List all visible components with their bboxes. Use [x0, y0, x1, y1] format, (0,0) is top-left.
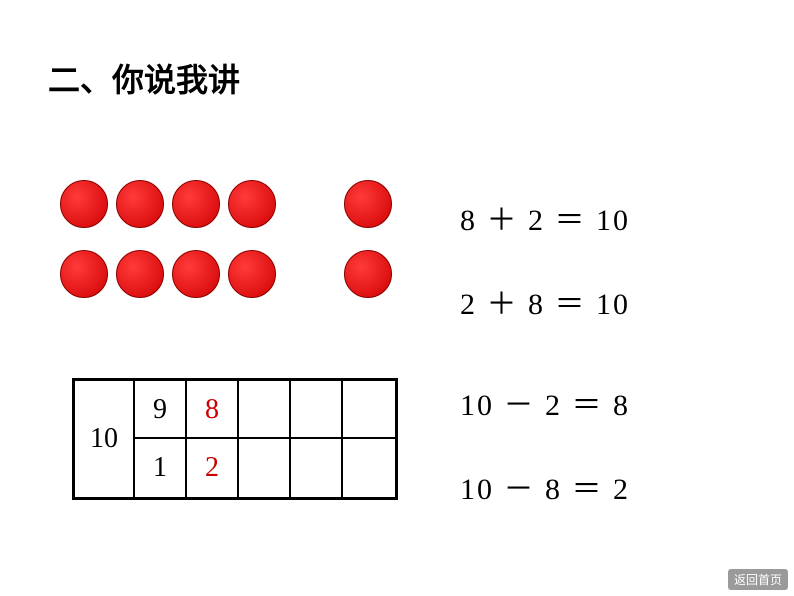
- table-cell: 2: [187, 439, 239, 497]
- equation-1: 8 ＋ 2 ＝ 10: [460, 195, 630, 239]
- dot-icon: [344, 180, 392, 228]
- dot-icon: [116, 250, 164, 298]
- number-bonds-table: 10 9812: [72, 378, 398, 500]
- table-pairs: 9812: [135, 381, 395, 497]
- equation-3: 10 － 2 ＝ 8: [460, 380, 630, 424]
- equation-2: 2 ＋ 8 ＝ 10: [460, 279, 630, 323]
- table-row: 98: [135, 381, 395, 439]
- section-title: 二、你说我讲: [48, 55, 240, 101]
- dot-row: [60, 250, 400, 298]
- table-row: 12: [135, 439, 395, 497]
- table-cell: [343, 439, 395, 497]
- table-cell: [239, 439, 291, 497]
- dot-icon: [228, 250, 276, 298]
- dots-diagram: [60, 180, 400, 320]
- table-cell: [291, 439, 343, 497]
- back-home-button[interactable]: 返回首页: [728, 569, 788, 590]
- table-cell: [343, 381, 395, 439]
- dot-icon: [344, 250, 392, 298]
- dot-icon: [60, 180, 108, 228]
- dot-row: [60, 180, 400, 228]
- dot-icon: [172, 180, 220, 228]
- dot-icon: [60, 250, 108, 298]
- equation-4: 10 － 8 ＝ 2: [460, 464, 630, 508]
- table-cell: 8: [187, 381, 239, 439]
- dot-icon: [228, 180, 276, 228]
- table-cell: [239, 381, 291, 439]
- dot-icon: [172, 250, 220, 298]
- equations-lower: 10 － 2 ＝ 8 10 － 8 ＝ 2: [460, 380, 630, 548]
- equations-upper: 8 ＋ 2 ＝ 10 2 ＋ 8 ＝ 10: [460, 195, 630, 363]
- table-cell: 1: [135, 439, 187, 497]
- dot-icon: [116, 180, 164, 228]
- table-cell: [291, 381, 343, 439]
- table-cell: 9: [135, 381, 187, 439]
- table-total-cell: 10: [75, 381, 135, 497]
